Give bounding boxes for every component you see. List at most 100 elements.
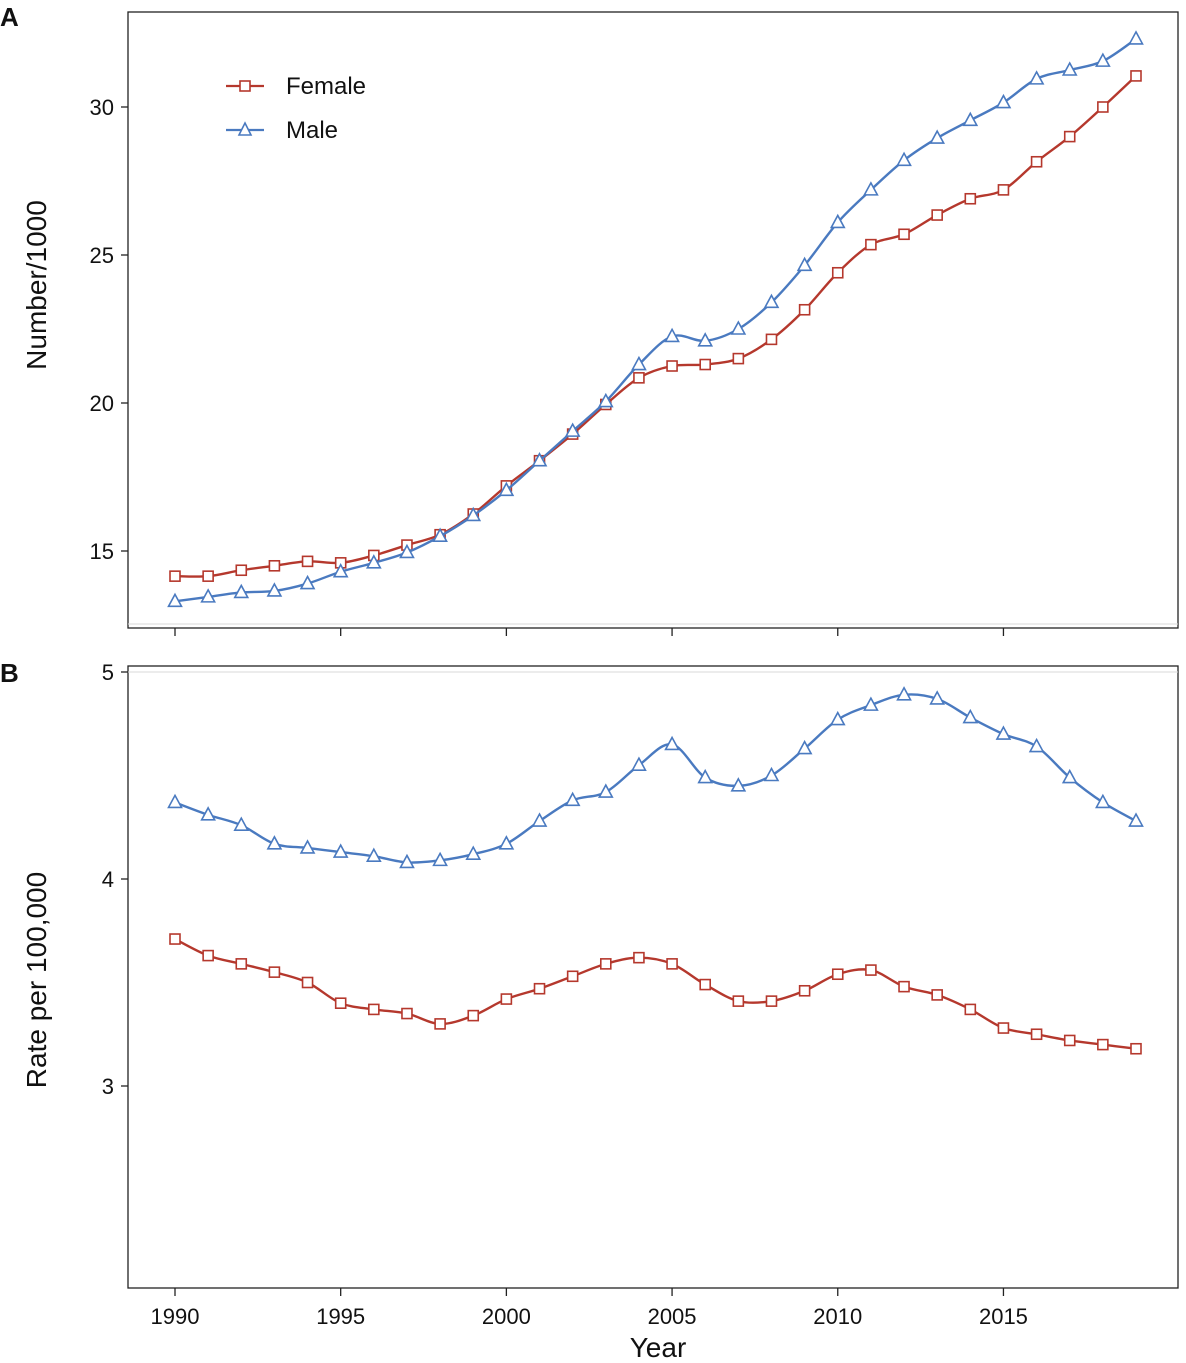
panel-a-male-point <box>498 481 515 497</box>
panel-a-male-point <box>896 151 912 167</box>
panel-b-female-point <box>732 995 745 1007</box>
panel-b-female-point <box>798 984 811 997</box>
panel-a-female-point <box>1030 155 1043 168</box>
panel-a-female-point <box>798 303 811 316</box>
x-tick-label: 1990 <box>151 1304 200 1329</box>
panel-b-male-point <box>200 806 216 821</box>
panel-b-male-point <box>299 839 316 854</box>
panel-b-male-point <box>730 777 747 792</box>
panel-b-y-tick-label: 5 <box>102 660 114 685</box>
panel-b-x-axis: 1990 1995 2000 2005 2010 2015 <box>151 1288 1028 1329</box>
panel-a-male-point <box>332 563 349 578</box>
panel-b-label: B <box>0 658 19 688</box>
panel-a-male-point <box>465 506 482 522</box>
panel-b-female-point <box>1030 1028 1043 1041</box>
panel-a-male-point <box>1128 30 1144 45</box>
panel-a-male-point <box>597 392 614 408</box>
panel-a-x-axis <box>174 628 1005 636</box>
panel-b-female-point <box>599 958 612 970</box>
panel-b-female-point <box>268 966 281 978</box>
legend-female-marker <box>239 80 251 92</box>
panel-b-male-point <box>796 739 813 755</box>
panel-b-female-point <box>1130 1042 1142 1055</box>
panel-a-female-point <box>997 184 1010 196</box>
panel-b-male-line <box>174 693 1137 864</box>
legend-item-female: Female <box>226 73 366 100</box>
panel-b-male-point <box>597 783 614 798</box>
panel-b-male-point <box>1061 768 1078 784</box>
panel-b-y-axis: 3 4 5 <box>102 660 128 1099</box>
panel-b-series <box>167 686 1144 1055</box>
panel-a-frame <box>127 11 1179 629</box>
panel-b-male-point <box>1128 812 1144 827</box>
panel-a-y-tick-label: 30 <box>90 95 114 120</box>
panel-b-female-point <box>1097 1038 1109 1051</box>
panel-a-female-point <box>765 333 778 346</box>
panel-b-male-point <box>465 845 482 860</box>
panel-b-female-line <box>174 937 1137 1050</box>
panel-a-female-point <box>831 266 844 279</box>
panel-a-y-axis-title: Number/1000 <box>21 200 52 370</box>
panel-a-male-point <box>167 592 183 608</box>
panel-b-female-point <box>865 964 877 976</box>
panel-b-male-point <box>929 690 946 705</box>
panel-b-female-point <box>368 1003 380 1016</box>
panel-a-female-point <box>1130 70 1142 82</box>
panel-b-female-point <box>964 1003 977 1016</box>
x-axis-title: Year <box>630 1332 687 1363</box>
panel-b-male-point <box>697 768 714 784</box>
panel-a-male-point <box>266 582 283 597</box>
legend-male-label: Male <box>286 117 338 144</box>
panel-a-female-point <box>898 228 910 241</box>
x-tick-label: 2005 <box>648 1304 697 1329</box>
panel-a-male-point <box>1095 52 1111 67</box>
x-tick-label: 2010 <box>813 1304 862 1329</box>
panel-a: A 15 20 25 30 Number/1000 Female Male <box>0 2 1179 629</box>
legend-female-label: Female <box>286 73 366 100</box>
panel-a-male-point <box>531 452 548 467</box>
panel-a-female-point <box>169 570 181 582</box>
panel-a-male-point <box>399 543 415 559</box>
legend-item-male: Male <box>226 117 338 144</box>
panel-a-male-point <box>200 588 216 603</box>
panel-a-male-point <box>829 213 846 229</box>
panel-a-male-point <box>1061 61 1078 76</box>
panel-b: B 3 4 5 Rate per 100,000 <box>0 658 1179 1289</box>
panel-b-female-point <box>434 1018 446 1030</box>
panel-b-female-point <box>202 949 214 962</box>
panel-a-female-point <box>268 559 281 572</box>
panel-a-male-point <box>796 256 813 272</box>
panel-a-male-point <box>432 527 448 543</box>
panel-a-male-point <box>995 93 1012 109</box>
panel-b-male-point <box>233 816 250 831</box>
legend: Female Male <box>226 73 366 144</box>
panel-a-male-point <box>763 293 780 309</box>
panel-b-female-point <box>500 993 513 1005</box>
panel-b-female-point <box>831 968 844 981</box>
panel-b-male-point <box>995 725 1012 740</box>
panel-a-male-point <box>631 355 647 371</box>
panel-b-y-tick-label: 4 <box>102 867 114 892</box>
panel-b-female-point <box>699 978 712 991</box>
panel-b-female-point <box>666 958 678 970</box>
panel-a-female-point <box>1063 130 1076 143</box>
panel-b-male-point <box>664 735 680 751</box>
panel-a-y-tick-label: 25 <box>90 243 114 268</box>
panel-a-male-point <box>863 181 879 196</box>
panel-b-female-point <box>931 989 943 1001</box>
panel-a-female-point <box>633 372 645 384</box>
panel-b-male-point <box>1028 737 1045 753</box>
panel-a-male-point <box>962 111 979 127</box>
panel-a-female-point <box>732 352 745 365</box>
x-tick-label: 1995 <box>316 1304 365 1329</box>
panel-b-male-point <box>531 812 548 827</box>
panel-b-male-point <box>564 791 581 807</box>
panel-a-male-point <box>929 129 946 144</box>
panel-a-female-point <box>964 192 977 205</box>
panel-b-male-point <box>962 708 979 724</box>
panel-a-female-point <box>931 209 943 221</box>
panel-b-male-point <box>763 766 780 782</box>
panel-a-female-point <box>202 570 214 582</box>
panel-a-male-point <box>1028 70 1045 85</box>
